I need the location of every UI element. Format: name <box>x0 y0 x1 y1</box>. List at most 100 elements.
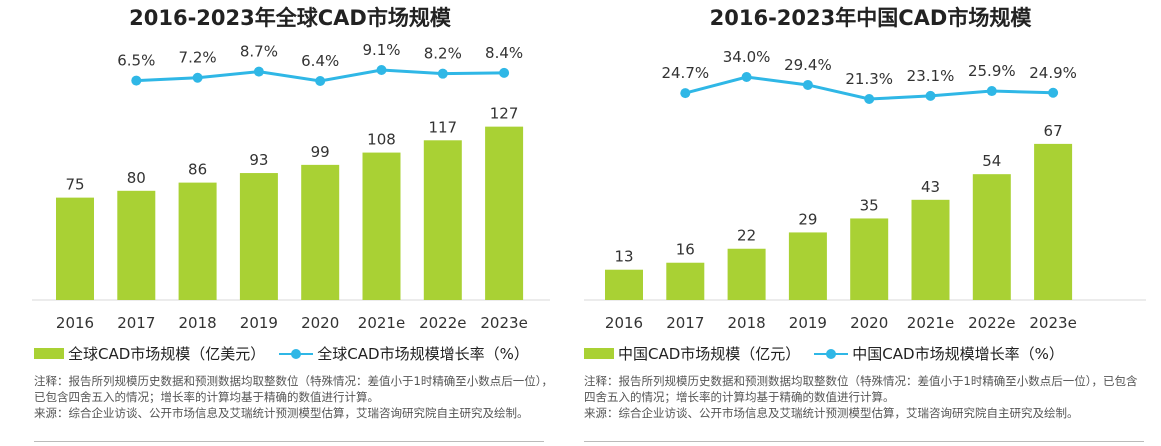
growth-rate-point <box>1048 87 1059 98</box>
growth-rate-point <box>376 65 387 75</box>
global-cad-chart: 75 2016 80 2017 86 2018 93 2019 99 2020 108 2021e 11… <box>32 41 550 332</box>
growth-rate-label: 6.5% <box>117 52 155 70</box>
growth-rate-point <box>741 72 752 82</box>
bar <box>850 218 889 300</box>
chart-legend: 中国CAD市场规模（亿元） 中国CAD市场规模增长率（%） <box>584 343 1064 364</box>
growth-rate-label: 29.4% <box>784 56 832 74</box>
chart-notes: 注释：报告所列规模历史数据和预测数据均取整数位（特殊情况：差值小于1时精确至小数… <box>584 373 1144 421</box>
chart-title: 2016-2023年中国CAD市场规模 <box>709 6 1032 30</box>
growth-rate-label: 21.3% <box>845 70 893 88</box>
note-text: 注释：报告所列规模历史数据和预测数据均取整数位（特殊情况：差值小于1时精确至小数… <box>584 374 1138 404</box>
growth-rate-label: 6.4% <box>301 52 339 70</box>
x-tick-label: 2020 <box>850 314 888 332</box>
bar <box>362 152 401 300</box>
bar-value-label: 54 <box>982 152 1001 170</box>
growth-rate-point <box>253 66 264 77</box>
line-legend-label: 全球CAD市场规模增长率（%） <box>317 345 529 363</box>
bar-value-label: 108 <box>367 131 396 149</box>
bar-value-label: 43 <box>921 178 940 196</box>
bar <box>1034 143 1073 300</box>
bar-value-label: 16 <box>676 241 695 259</box>
x-tick-label: 2016 <box>605 314 643 332</box>
growth-rate-point <box>131 75 142 86</box>
bar-value-label: 13 <box>614 248 633 266</box>
china-cad-chart-panel: 2016-2023年中国CAD市场规模 13 2016 16 2017 22 2018 29… <box>580 0 1161 446</box>
growth-rate-label: 9.1% <box>362 41 400 59</box>
growth-rate-label: 24.9% <box>1029 64 1077 82</box>
line-legend-swatch <box>814 348 849 360</box>
x-tick-label: 2022e <box>968 314 1015 332</box>
bar-value-label: 67 <box>1044 122 1063 140</box>
bar <box>972 174 1011 300</box>
growth-rate-point <box>499 67 510 78</box>
bar <box>666 262 705 300</box>
bar-value-label: 127 <box>490 105 519 123</box>
x-tick-label: 2019 <box>789 314 827 332</box>
bar <box>485 126 524 301</box>
x-tick-label: 2022e <box>419 314 466 332</box>
bar-legend-label: 全球CAD市场规模（亿美元） <box>68 345 266 363</box>
bar-value-label: 29 <box>798 210 817 228</box>
footer-divider <box>584 441 1144 442</box>
source-text: 来源：综合企业访谈、公开市场信息及艾瑞统计预测模型估算，艾瑞咨询研究院自主研究及… <box>584 406 1079 420</box>
growth-rate-label: 7.2% <box>179 49 217 67</box>
source-text: 来源：综合企业访谈、公开市场信息及艾瑞统计预测模型估算，艾瑞咨询研究院自主研究及… <box>34 406 529 420</box>
growth-rate-point <box>437 68 448 79</box>
bar <box>605 269 643 300</box>
bar <box>239 173 278 300</box>
x-tick-label: 2018 <box>728 314 766 332</box>
bar <box>788 232 827 300</box>
bar-legend-swatch <box>34 348 64 359</box>
line-legend-label: 中国CAD市场规模增长率（%） <box>852 345 1064 363</box>
bar-value-label: 99 <box>311 143 330 161</box>
growth-rate-point <box>192 72 203 83</box>
growth-rate-label: 23.1% <box>907 67 955 85</box>
chart-notes: 注释：报告所列规模历史数据和预测数据均取整数位（特殊情况：差值小于1时精确至小数… <box>34 373 554 421</box>
bar-value-label: 22 <box>737 227 756 245</box>
x-tick-label: 2023e <box>1029 314 1076 332</box>
chart-legend: 全球CAD市场规模（亿美元） 全球CAD市场规模增长率（%） <box>34 343 529 364</box>
growth-rate-point <box>864 94 875 104</box>
growth-rate-point <box>315 76 326 86</box>
china-cad-chart: 13 2016 16 2017 22 2018 29 2019 35 2020 43 2021e 54 2… <box>584 48 1146 332</box>
chart-title: 2016-2023年全球CAD市场规模 <box>129 6 451 30</box>
growth-rate-label: 8.4% <box>485 44 523 62</box>
footer-divider <box>34 441 544 442</box>
bar <box>56 197 94 300</box>
growth-rate-label: 25.9% <box>968 62 1016 80</box>
bar-value-label: 75 <box>65 176 84 194</box>
bar <box>117 190 156 300</box>
growth-rate-point <box>680 88 691 99</box>
bar-value-label: 93 <box>249 151 268 169</box>
bar <box>178 182 217 300</box>
bar-legend-swatch <box>584 348 614 359</box>
bar <box>301 164 340 300</box>
note-text: 注释：报告所列规模历史数据和预测数据均取整数位（特殊情况：差值小于1时精确至小数… <box>34 374 554 404</box>
growth-rate-label: 8.7% <box>240 43 278 61</box>
x-tick-label: 2018 <box>179 314 217 332</box>
bar <box>727 248 766 300</box>
bar-value-label: 35 <box>860 196 879 214</box>
bar-legend-label: 中国CAD市场规模（亿元） <box>618 345 801 363</box>
growth-rate-label: 8.2% <box>424 45 462 63</box>
growth-rate-label: 34.0% <box>723 48 771 66</box>
growth-rate-point <box>986 86 997 97</box>
global-cad-chart-panel: 2016-2023年全球CAD市场规模 75 2016 80 2017 86 2018 93… <box>0 0 580 446</box>
bar-value-label: 117 <box>428 118 457 136</box>
bar <box>911 199 950 300</box>
x-tick-label: 2016 <box>56 314 94 332</box>
x-tick-label: 2021e <box>907 314 954 332</box>
bar-value-label: 80 <box>127 169 146 187</box>
x-tick-label: 2017 <box>666 314 704 332</box>
growth-rate-point <box>802 79 813 90</box>
x-tick-label: 2017 <box>117 314 155 332</box>
bar <box>423 140 462 300</box>
bar-value-label: 86 <box>188 161 207 179</box>
x-tick-label: 2023e <box>480 314 527 332</box>
x-tick-label: 2019 <box>240 314 278 332</box>
growth-rate-point <box>925 90 936 101</box>
x-tick-label: 2020 <box>301 314 339 332</box>
line-legend-swatch <box>279 348 314 360</box>
growth-rate-label: 24.7% <box>661 64 709 82</box>
x-tick-label: 2021e <box>358 314 405 332</box>
